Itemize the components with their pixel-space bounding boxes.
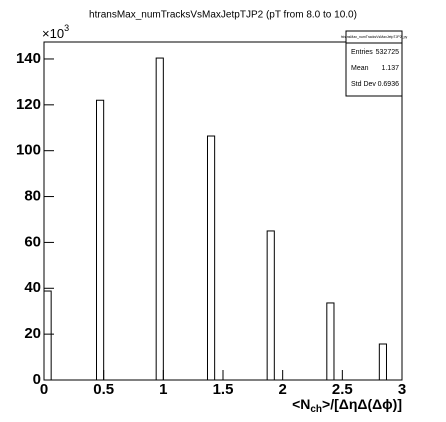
stat-label: Entries	[351, 49, 373, 56]
x-tick-label: 0.5	[93, 381, 114, 398]
bar	[378, 343, 387, 381]
x-tick-label: 2.5	[332, 381, 353, 398]
stat-label: Std Dev	[351, 81, 376, 88]
y-exponent-base: ×10	[42, 26, 64, 41]
y-tick-label: 140	[16, 50, 41, 67]
stat-value: 0.6936	[378, 81, 400, 88]
x-label-pre: <N	[292, 396, 310, 412]
stat-label: Mean	[351, 65, 369, 72]
bar	[43, 290, 52, 381]
stat-value: 1.137	[381, 65, 399, 72]
y-tick-label: 120	[16, 96, 41, 113]
bar	[206, 135, 216, 381]
x-tick-label: 2	[278, 381, 286, 398]
x-tick-label: 1	[159, 381, 167, 398]
x-tick-label: 3	[398, 381, 406, 398]
stat-value: 532725	[376, 49, 399, 56]
stats-box	[345, 30, 403, 97]
y-exponent: ×103	[42, 23, 69, 41]
y-tick-label: 100	[16, 142, 41, 159]
chart-title: htransMax_numTracksVsMaxJetpTJP2 (pT fro…	[89, 10, 357, 21]
y-tick-label: 0	[33, 371, 41, 388]
y-tick-label: 60	[24, 233, 41, 250]
x-label-sub: ch	[310, 404, 322, 415]
bar	[96, 99, 105, 381]
y-tick-label: 40	[24, 279, 41, 296]
stats-title: htransMax_numTracksVsMaxJetpTJP2_py	[341, 35, 408, 39]
x-label-post: >/[ΔηΔ(Δϕ)]	[322, 396, 402, 412]
bar	[326, 302, 335, 381]
x-tick-label: 1.5	[213, 381, 234, 398]
y-tick-label: 80	[24, 188, 41, 205]
y-tick-label: 20	[24, 325, 41, 342]
bar	[266, 230, 275, 381]
bar	[155, 57, 164, 381]
x-tick-label: 0	[40, 381, 48, 398]
x-axis-label: <Nch>/[ΔηΔ(Δϕ)]	[292, 396, 402, 415]
y-exponent-power: 3	[64, 23, 69, 33]
